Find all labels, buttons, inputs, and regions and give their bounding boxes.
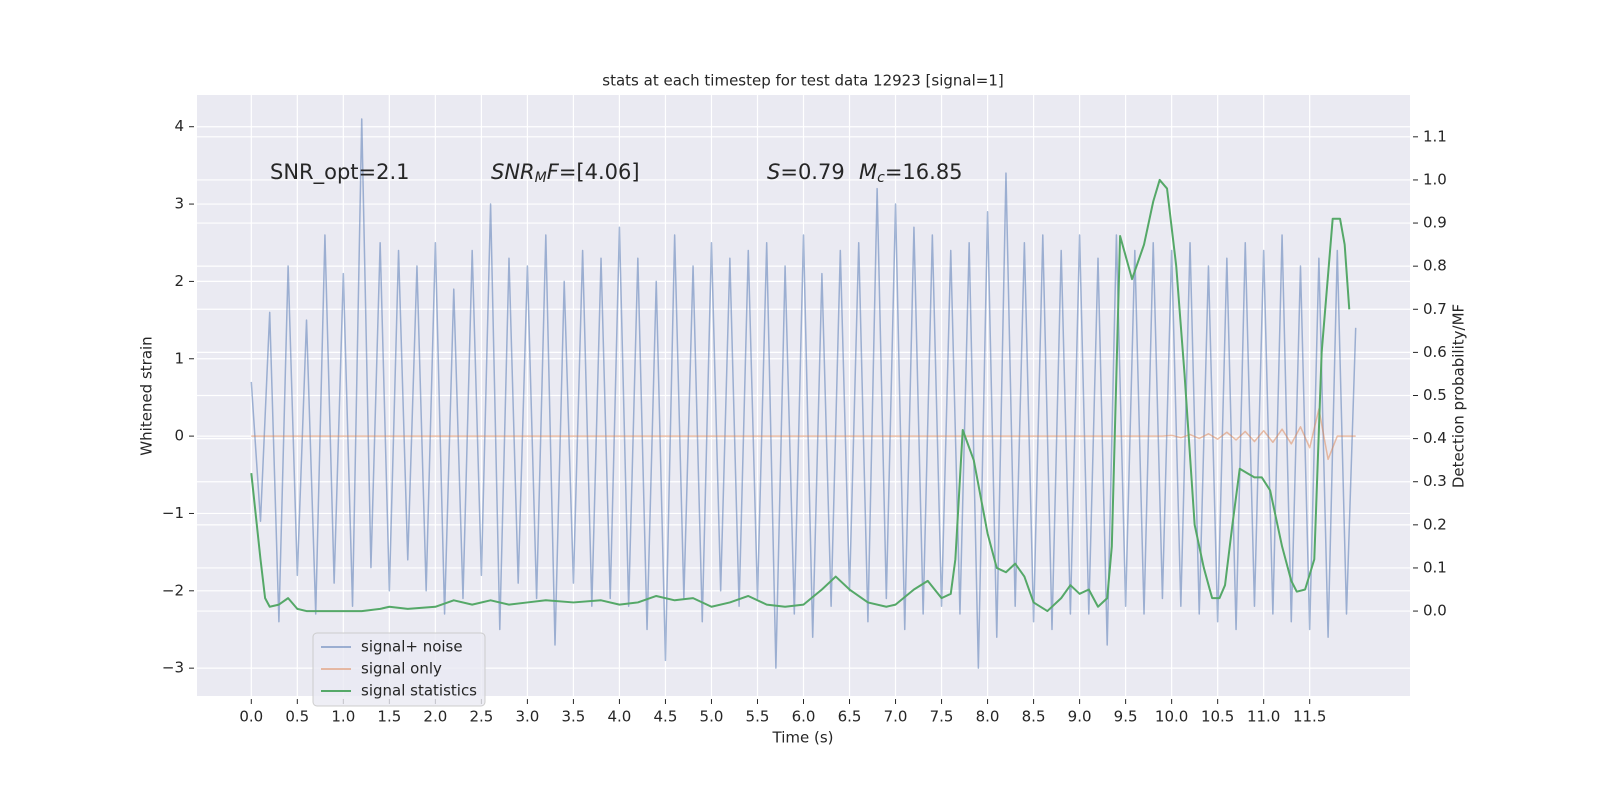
x-tick-label: 6.5 xyxy=(838,708,862,726)
x-axis-label: Time (s) xyxy=(772,729,834,747)
legend-label: signal only xyxy=(361,660,442,678)
x-tick-label: 11.0 xyxy=(1247,708,1280,726)
x-tick-label: 0.5 xyxy=(285,708,309,726)
series-line xyxy=(251,408,1356,461)
x-tick-label: 8.5 xyxy=(1022,708,1046,726)
annotation-part: =[4.06] xyxy=(559,160,640,184)
annotation: Mc=16.85 xyxy=(859,160,963,186)
y-axis-label: Whitened strain xyxy=(138,336,156,455)
annotation-part: c xyxy=(877,170,885,186)
x-tick-label: 10.0 xyxy=(1155,708,1188,726)
y-tick-label: 3 xyxy=(174,195,184,213)
annotation-part: =16.85 xyxy=(885,160,963,184)
x-tick-label: 10.5 xyxy=(1201,708,1234,726)
x-tick-label: 5.0 xyxy=(700,708,724,726)
y2-tick-label: 0.5 xyxy=(1423,386,1447,404)
x-tick-label: 3.0 xyxy=(515,708,539,726)
y2-tick-label: 0.4 xyxy=(1423,429,1447,447)
x-tick-label: 0.0 xyxy=(239,708,263,726)
x-tick-label: 8.0 xyxy=(976,708,1000,726)
annotation: S=0.79 xyxy=(767,160,845,184)
y-tick-label: 4 xyxy=(174,117,184,135)
y2-tick-label: 0.6 xyxy=(1423,343,1447,361)
x-tick-label: 3.5 xyxy=(561,708,585,726)
annotation-part: M xyxy=(859,160,877,184)
annotation-part: M xyxy=(535,170,547,186)
x-tick-label: 7.5 xyxy=(930,708,954,726)
legend: signal+ noise signal only signal statistic… xyxy=(312,632,486,707)
y-tick-label: −3 xyxy=(162,659,184,677)
y-tick-label: 2 xyxy=(174,272,184,290)
y-tick-label: 1 xyxy=(174,349,184,367)
y2-tick-label: 0.1 xyxy=(1423,558,1447,576)
y2-axis-label: Detection probability/MF xyxy=(1450,304,1468,488)
x-tick-label: 4.5 xyxy=(654,708,678,726)
chart-title: stats at each timestep for test data 129… xyxy=(602,72,1003,90)
y-tick-label: −2 xyxy=(162,581,184,599)
annotation-part: SNR_opt=2.1 xyxy=(270,160,410,185)
annotation-part: =0.79 xyxy=(780,160,844,184)
y2-tick-label: 0.8 xyxy=(1423,257,1447,275)
axes: 0.0 0.5 1.0 1.5 2.0 2.5 3.0 3.5 4.0 4.5 5.0 5.5 6.0 6… xyxy=(162,117,1447,725)
x-tick-label: 9.5 xyxy=(1114,708,1138,726)
x-tick-label: 1.0 xyxy=(331,708,355,726)
y2-tick-label: 0.2 xyxy=(1423,515,1447,533)
y2-tick-label: 0.7 xyxy=(1423,300,1447,318)
y2-tick-label: 1.1 xyxy=(1423,127,1447,145)
x-tick-label: 9.0 xyxy=(1068,708,1092,726)
y-tick-label: −1 xyxy=(162,504,184,522)
marks xyxy=(250,118,1357,669)
y-tick-label: 0 xyxy=(174,427,184,445)
annotation: SNRMF=[4.06] xyxy=(491,160,640,186)
y2-tick-label: 0.3 xyxy=(1423,472,1447,490)
legend-label: signal+ noise xyxy=(361,638,463,656)
legend-box xyxy=(312,632,486,707)
annotation: SNR_opt=2.1 xyxy=(270,160,410,185)
annotation-part: SNR xyxy=(491,160,535,184)
x-tick-label: 11.5 xyxy=(1293,708,1326,726)
x-tick-label: 7.0 xyxy=(884,708,908,726)
x-tick-label: 2.5 xyxy=(469,708,493,726)
legend-label: signal statistics xyxy=(361,682,477,700)
annotation-part: F xyxy=(547,160,560,184)
series-line xyxy=(250,118,1357,669)
y2-tick-label: 0.9 xyxy=(1423,214,1447,232)
x-tick-label: 6.0 xyxy=(792,708,816,726)
x-tick-label: 2.0 xyxy=(423,708,447,726)
x-tick-label: 5.5 xyxy=(746,708,770,726)
y2-tick-label: 0.0 xyxy=(1423,602,1447,620)
x-tick-label: 1.5 xyxy=(377,708,401,726)
series-line xyxy=(250,178,1351,613)
x-tick-label: 4.0 xyxy=(608,708,632,726)
annotation-part: S xyxy=(767,160,780,184)
y2-tick-label: 1.0 xyxy=(1423,170,1447,188)
